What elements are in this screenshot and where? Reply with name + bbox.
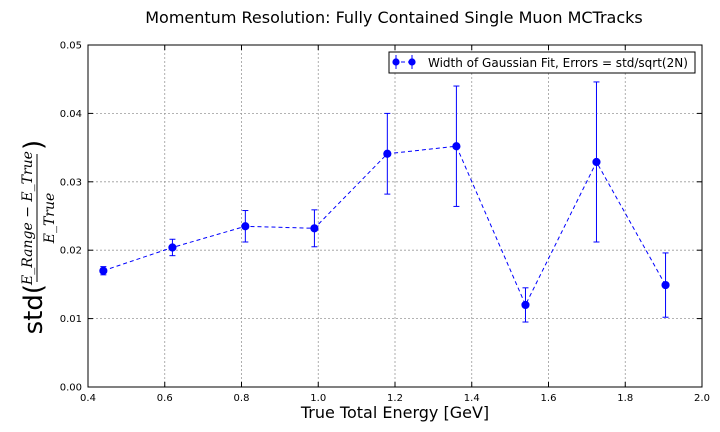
y-tick-label: 0.00: [60, 383, 82, 394]
x-tick-label: 1.2: [387, 393, 403, 404]
legend: Width of Gaussian Fit, Errors = std/sqrt…: [388, 51, 696, 74]
x-axis-label: True Total Energy [GeV]: [300, 403, 489, 422]
data-point: [241, 222, 250, 231]
y-tick-label: 0.04: [60, 109, 82, 120]
y-tick-label: 0.02: [60, 246, 82, 257]
data-point: [661, 280, 670, 290]
y-tick-label: 0.03: [60, 177, 82, 188]
x-tick-label: 0.4: [80, 393, 96, 404]
plot-area: 0.4 0.6 0.8 1.0 1.2 1.4 1.6 1.8 2.0 0.00 0.01 0.02 0…: [60, 41, 710, 405]
legend-label: Width of Gaussian Fit, Errors = std/sqrt…: [428, 56, 688, 70]
axis-ticks: 0.4 0.6 0.8 1.0 1.2 1.4 1.6 1.8 2.0 0.00 0.01 0.02 0…: [60, 41, 710, 405]
y-axis-label-suffix: ): [19, 140, 49, 150]
data-point: [592, 157, 601, 167]
x-tick-label: 2.0: [694, 393, 710, 404]
legend-marker-dot: [392, 58, 400, 66]
data-point: [452, 142, 461, 151]
data-point: [383, 149, 392, 158]
y-axis-label-denominator: E_True: [42, 193, 58, 245]
y-tick-label: 0.01: [60, 314, 82, 325]
grid: [88, 45, 702, 387]
chart-title: Momentum Resolution: Fully Contained Sin…: [145, 8, 643, 27]
y-tick-label: 0.05: [60, 41, 82, 52]
data-point: [521, 300, 530, 310]
x-tick-label: 1.8: [617, 393, 633, 404]
x-tick-label: 0.6: [157, 393, 173, 404]
plot-background: [88, 45, 702, 387]
x-tick-label: 1.0: [310, 393, 326, 404]
x-tick-label: 0.8: [234, 393, 250, 404]
y-axis-label: std( E_Range − E_True E_True ): [19, 140, 58, 335]
legend-marker: [392, 55, 416, 69]
legend-marker-dot: [408, 58, 416, 66]
series-layer: [99, 81, 670, 323]
legend-box: [388, 51, 696, 74]
data-point: [99, 266, 108, 275]
data-point: [310, 224, 319, 233]
x-tick-label: 1.6: [541, 393, 557, 404]
y-axis-label-numerator: E_Range − E_True: [20, 151, 36, 286]
x-tick-label: 1.4: [464, 393, 480, 404]
y-axis-label-prefix: std(: [19, 284, 49, 334]
data-point: [168, 243, 177, 252]
